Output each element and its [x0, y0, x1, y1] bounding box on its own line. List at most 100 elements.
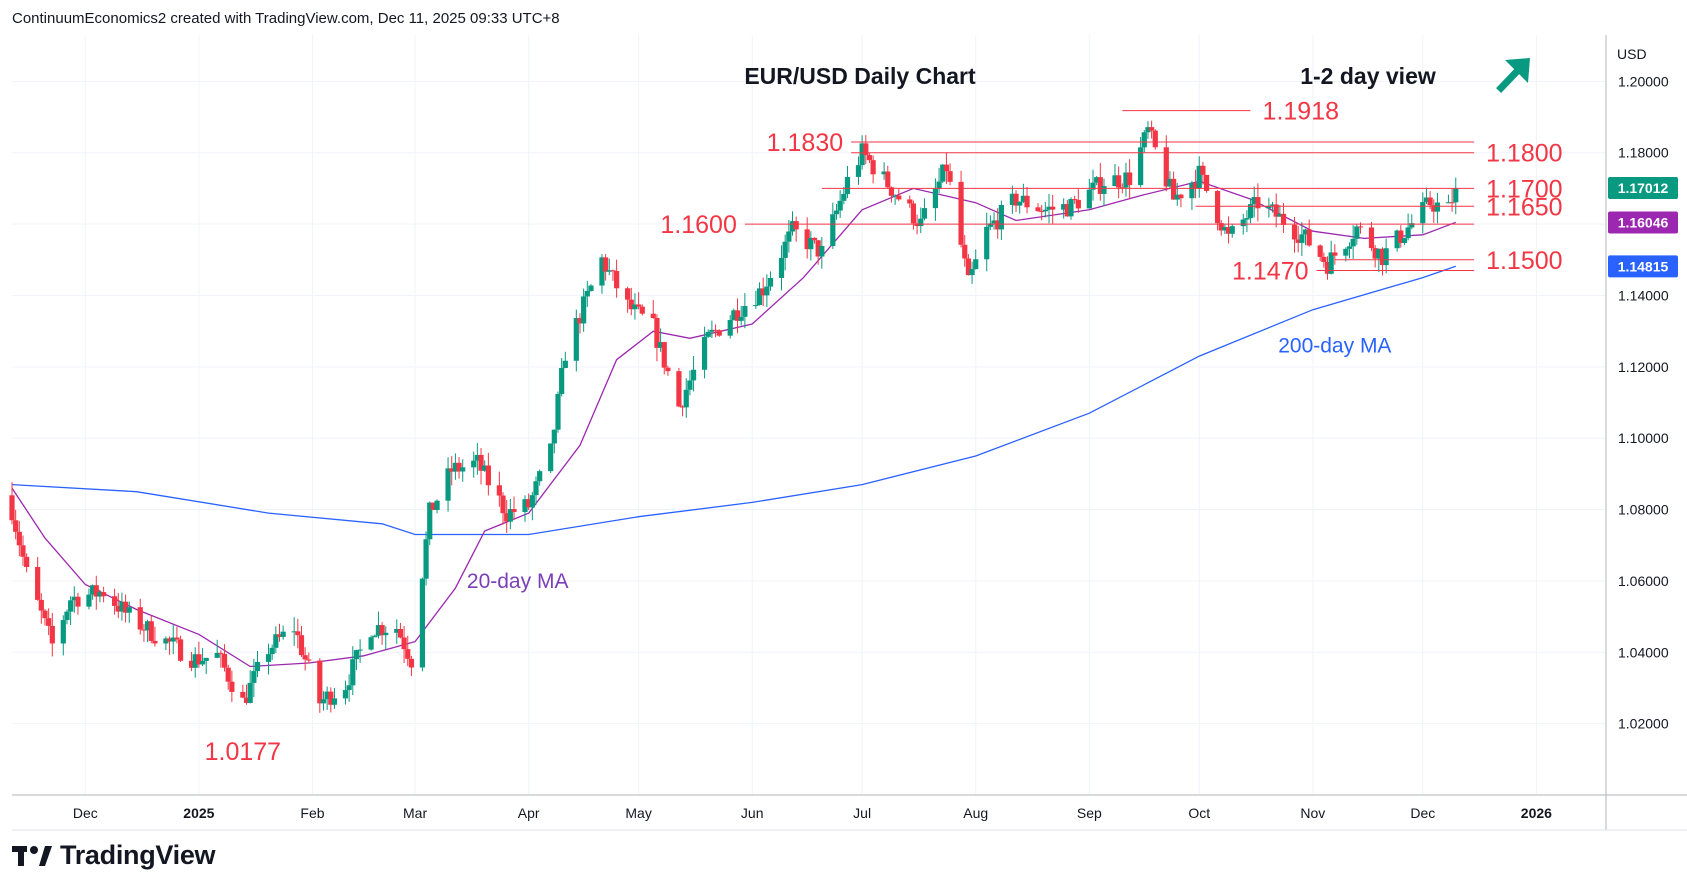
candle-body [701, 336, 708, 370]
candle-body [973, 259, 979, 270]
candle-body [42, 610, 48, 619]
candle-body [49, 625, 55, 644]
candle-body [1152, 130, 1158, 148]
candle-body [1244, 218, 1250, 220]
level-label: 1.1470 [1232, 257, 1308, 285]
candle-body [786, 231, 792, 242]
time-axis[interactable]: Dec 2025 Feb Mar Apr May Jun Jul Aug Sep Oct Nov Dec… [73, 805, 1552, 821]
candle-body [1354, 226, 1360, 239]
price-axis[interactable]: 1.02000 1.04000 1.06000 1.08000 1.10000 1.120… [1608, 73, 1678, 732]
candle-body [679, 406, 686, 408]
price-tick-label: 1.14000 [1618, 287, 1669, 303]
candle-body [657, 342, 664, 348]
candle-body [445, 468, 451, 501]
candle-body [965, 258, 971, 276]
candle-body [20, 545, 26, 557]
tradingview-logo[interactable]: TradingView [12, 840, 216, 871]
candle-body [452, 462, 458, 472]
candle-body [947, 171, 953, 182]
candle-body [628, 299, 634, 310]
candle-body [1116, 175, 1122, 188]
candle-body [434, 500, 440, 510]
candle-body [1042, 209, 1048, 212]
candle-body [1280, 213, 1287, 225]
candle-body [379, 625, 385, 636]
candle-body [1097, 177, 1103, 194]
annotation-label: 200-day MA [1278, 335, 1391, 358]
chart-attribution: ContinuumEconomics2 created with Trading… [12, 10, 560, 27]
candle-body [298, 635, 305, 656]
candle-body [1299, 234, 1305, 243]
candle-body [896, 195, 902, 200]
candle-body [793, 221, 799, 230]
candle-body [71, 596, 77, 601]
candle-body [247, 682, 253, 703]
candle-body [1379, 248, 1386, 266]
candle-body [705, 331, 711, 337]
candle-body [430, 502, 437, 510]
candle-body [471, 460, 477, 468]
candle-body [291, 631, 297, 633]
candle-body [101, 592, 107, 597]
candle-body [841, 193, 847, 201]
candle-body [192, 654, 198, 668]
candle-body [1094, 177, 1100, 183]
candle-body [126, 607, 132, 613]
candle-body [910, 203, 917, 224]
candle-body [1178, 194, 1184, 199]
candle-body [375, 625, 382, 636]
time-tick-label: May [625, 805, 651, 821]
candle-body [1401, 238, 1408, 243]
candle-body [1383, 248, 1389, 266]
candle-body [243, 697, 250, 703]
price-badge [1608, 176, 1678, 199]
candle-body [625, 288, 631, 300]
candle-body [855, 165, 862, 177]
candle-body [1398, 230, 1404, 243]
candle-body [1061, 204, 1067, 210]
candle-body [1075, 199, 1081, 209]
candle-body [97, 592, 103, 597]
candle-body [1291, 224, 1298, 240]
candle-body [115, 605, 121, 612]
chart-title: EUR/USD Daily Chart [744, 63, 976, 89]
candle-body [423, 539, 429, 579]
candle-body [712, 329, 719, 331]
level-label: 1.1500 [1486, 247, 1562, 275]
candle-body [1145, 127, 1151, 133]
candle-body [1171, 178, 1177, 200]
candle-body [1357, 226, 1364, 228]
candle-body [943, 164, 950, 172]
candle-body [837, 200, 843, 211]
candle-body [918, 218, 924, 227]
candle-body [218, 652, 224, 654]
candle-body [1167, 178, 1173, 187]
price-badge [1608, 255, 1678, 278]
candle-body [1372, 248, 1378, 259]
candle-body [38, 599, 44, 611]
price-tick-label: 1.02000 [1618, 716, 1669, 732]
candle-body [276, 634, 283, 637]
candle-body [870, 160, 876, 175]
candle-body [687, 380, 693, 390]
candle-body [331, 698, 338, 705]
candle-body [504, 513, 510, 522]
annotation-label: 20-day MA [467, 570, 569, 593]
candle-body [551, 429, 557, 444]
candle-body [394, 628, 400, 633]
candle-body [885, 171, 891, 188]
currency-label: USD [1617, 46, 1647, 62]
level-label: 1.1830 [767, 129, 843, 157]
candle-body [1046, 206, 1052, 210]
time-tick-label: Oct [1188, 805, 1210, 821]
candle-body [529, 495, 535, 508]
candle-body [888, 187, 895, 196]
candle-body [1255, 197, 1261, 209]
candle-body [1050, 206, 1056, 210]
candle-body [188, 660, 195, 668]
candle-body [650, 313, 656, 318]
candle-body [866, 155, 873, 161]
candle-body [555, 393, 561, 430]
candle-body [573, 318, 579, 361]
